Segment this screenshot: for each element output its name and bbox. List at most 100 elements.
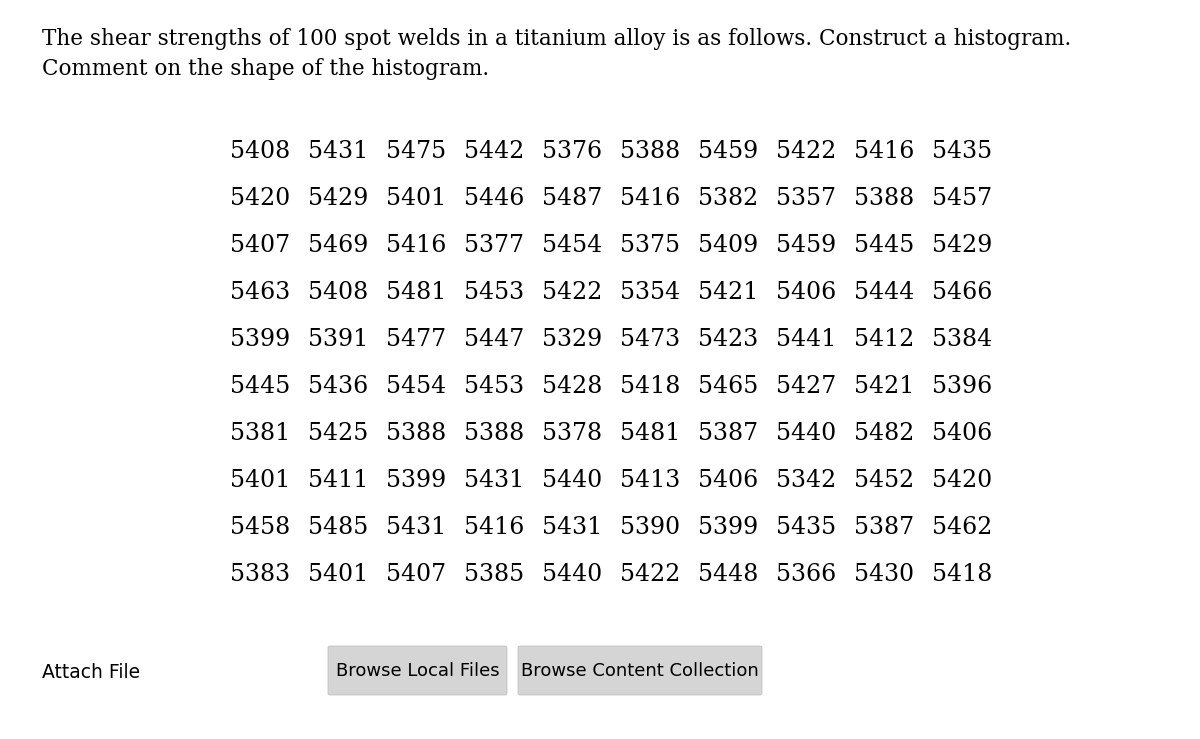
Text: Attach File: Attach File [42, 662, 140, 681]
Text: 5390: 5390 [620, 516, 680, 539]
Text: 5377: 5377 [464, 234, 524, 257]
Text: 5462: 5462 [932, 516, 992, 539]
Text: 5430: 5430 [854, 563, 914, 586]
Text: 5453: 5453 [464, 375, 524, 398]
Text: 5384: 5384 [932, 328, 992, 351]
Text: The shear strengths of 100 spot welds in a titanium alloy is as follows. Constru: The shear strengths of 100 spot welds in… [42, 28, 1072, 50]
Text: 5429: 5429 [932, 234, 992, 257]
Text: 5416: 5416 [386, 234, 446, 257]
Text: 5445: 5445 [854, 234, 914, 257]
Text: 5481: 5481 [386, 281, 446, 304]
Text: 5401: 5401 [230, 469, 290, 492]
Text: 5475: 5475 [386, 140, 446, 163]
Text: 5407: 5407 [386, 563, 446, 586]
Text: 5413: 5413 [620, 469, 680, 492]
Text: 5452: 5452 [854, 469, 914, 492]
Text: 5459: 5459 [776, 234, 836, 257]
Text: 5463: 5463 [230, 281, 290, 304]
Text: 5458: 5458 [230, 516, 290, 539]
Text: 5388: 5388 [620, 140, 680, 163]
Text: 5428: 5428 [542, 375, 602, 398]
Text: 5427: 5427 [776, 375, 836, 398]
Text: 5416: 5416 [854, 140, 914, 163]
Text: 5435: 5435 [776, 516, 836, 539]
Text: Comment on the shape of the histogram.: Comment on the shape of the histogram. [42, 58, 490, 80]
Text: 5481: 5481 [620, 422, 680, 445]
Text: 5388: 5388 [464, 422, 524, 445]
Text: 5459: 5459 [698, 140, 758, 163]
Text: 5366: 5366 [776, 563, 836, 586]
Text: 5420: 5420 [230, 187, 290, 210]
Text: 5445: 5445 [230, 375, 290, 398]
Text: 5354: 5354 [620, 281, 680, 304]
Text: 5431: 5431 [542, 516, 602, 539]
Text: 5431: 5431 [386, 516, 446, 539]
Text: 5407: 5407 [230, 234, 290, 257]
Text: 5482: 5482 [854, 422, 914, 445]
Text: 5412: 5412 [854, 328, 914, 351]
Text: 5457: 5457 [932, 187, 992, 210]
Text: 5473: 5473 [620, 328, 680, 351]
Text: 5422: 5422 [620, 563, 680, 586]
Text: 5381: 5381 [230, 422, 290, 445]
Text: 5408: 5408 [308, 281, 368, 304]
Text: 5418: 5418 [932, 563, 992, 586]
Text: 5431: 5431 [464, 469, 524, 492]
Text: 5406: 5406 [776, 281, 836, 304]
Text: 5477: 5477 [386, 328, 446, 351]
Text: 5399: 5399 [698, 516, 758, 539]
Text: 5436: 5436 [308, 375, 368, 398]
Text: 5406: 5406 [698, 469, 758, 492]
Text: 5446: 5446 [464, 187, 524, 210]
Text: 5387: 5387 [698, 422, 758, 445]
Text: 5441: 5441 [776, 328, 836, 351]
FancyBboxPatch shape [518, 646, 762, 695]
Text: 5342: 5342 [776, 469, 836, 492]
Text: 5423: 5423 [698, 328, 758, 351]
Text: 5440: 5440 [542, 563, 602, 586]
Text: 5485: 5485 [308, 516, 368, 539]
Text: 5357: 5357 [776, 187, 836, 210]
Text: 5431: 5431 [308, 140, 368, 163]
Text: 5422: 5422 [542, 281, 602, 304]
Text: 5448: 5448 [698, 563, 758, 586]
Text: 5425: 5425 [308, 422, 368, 445]
Text: 5376: 5376 [542, 140, 602, 163]
Text: 5401: 5401 [386, 187, 446, 210]
Text: 5408: 5408 [230, 140, 290, 163]
Text: 5442: 5442 [464, 140, 524, 163]
Text: 5487: 5487 [542, 187, 602, 210]
Text: 5421: 5421 [854, 375, 914, 398]
Text: 5378: 5378 [542, 422, 602, 445]
Text: 5396: 5396 [932, 375, 992, 398]
Text: 5466: 5466 [932, 281, 992, 304]
Text: 5399: 5399 [230, 328, 290, 351]
Text: 5454: 5454 [542, 234, 602, 257]
Text: 5469: 5469 [308, 234, 368, 257]
Text: 5447: 5447 [464, 328, 524, 351]
Text: 5388: 5388 [854, 187, 914, 210]
Text: 5383: 5383 [230, 563, 290, 586]
Text: Browse Local Files: Browse Local Files [336, 661, 499, 679]
Text: 5420: 5420 [932, 469, 992, 492]
FancyBboxPatch shape [328, 646, 508, 695]
Text: 5411: 5411 [308, 469, 368, 492]
Text: 5388: 5388 [386, 422, 446, 445]
Text: 5444: 5444 [854, 281, 914, 304]
Text: 5416: 5416 [620, 187, 680, 210]
Text: 5454: 5454 [386, 375, 446, 398]
Text: 5435: 5435 [932, 140, 992, 163]
Text: 5329: 5329 [542, 328, 602, 351]
Text: 5387: 5387 [854, 516, 914, 539]
Text: 5453: 5453 [464, 281, 524, 304]
Text: 5391: 5391 [308, 328, 368, 351]
Text: 5465: 5465 [698, 375, 758, 398]
Text: 5440: 5440 [776, 422, 836, 445]
Text: 5440: 5440 [542, 469, 602, 492]
Text: 5382: 5382 [698, 187, 758, 210]
Text: 5401: 5401 [308, 563, 368, 586]
Text: 5418: 5418 [620, 375, 680, 398]
Text: 5422: 5422 [776, 140, 836, 163]
Text: 5416: 5416 [464, 516, 524, 539]
Text: 5399: 5399 [386, 469, 446, 492]
